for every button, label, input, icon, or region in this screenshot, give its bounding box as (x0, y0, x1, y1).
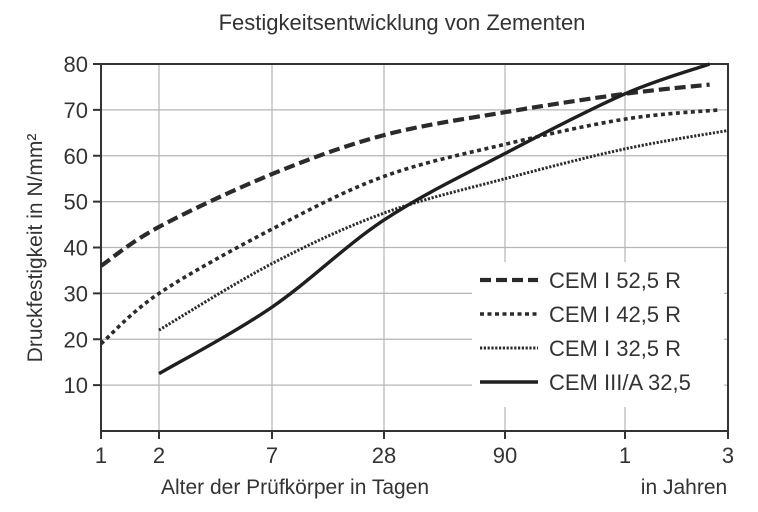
y-tick-label: 30 (64, 281, 88, 306)
series-line-2 (99, 108, 720, 346)
legend-label: CEM III/A 32,5 (549, 370, 691, 395)
x-tick-label: 1 (95, 443, 107, 468)
y-tick-label: 20 (64, 327, 88, 352)
series-lines (99, 62, 729, 376)
axis-ticks: 10 20 30 40 50 60 70 80 1 2 7 28 90 1 3 (64, 52, 735, 468)
x-tick-label: 3 (722, 443, 734, 468)
legend: CEM I 52,5 R CEM I 42,5 R CEM I 32,5 R CEM … (480, 268, 691, 395)
y-tick-label: 60 (64, 144, 88, 169)
chart-title: Festigkeitsentwicklung von Zementen (219, 10, 586, 35)
x-tick-label: 90 (493, 443, 517, 468)
series-line-4 (158, 62, 711, 376)
x-tick-label: 28 (372, 443, 396, 468)
y-tick-label: 10 (64, 373, 88, 398)
series-line-3 (158, 129, 729, 332)
x-tick-label: 2 (153, 443, 165, 468)
y-axis-label: Druckfestigkeit in N/mm² (24, 134, 47, 363)
y-tick-label: 70 (64, 98, 88, 123)
legend-label: CEM I 42,5 R (549, 302, 681, 327)
legend-label: CEM I 32,5 R (549, 336, 681, 361)
y-tick-label: 50 (64, 190, 88, 215)
x-tick-label: 7 (266, 443, 278, 468)
x-axis-label-years: in Jahren (641, 476, 727, 499)
x-axis-label: Alter der Prüfkörper in Tagen (161, 476, 429, 499)
y-tick-label: 40 (64, 236, 88, 261)
x-tick-label: 1 (619, 443, 631, 468)
grid (101, 64, 728, 431)
series-line-1 (99, 82, 710, 268)
legend-label: CEM I 52,5 R (549, 268, 681, 293)
y-tick-label: 80 (64, 52, 88, 77)
